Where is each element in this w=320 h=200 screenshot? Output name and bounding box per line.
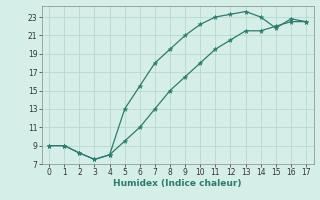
X-axis label: Humidex (Indice chaleur): Humidex (Indice chaleur) — [113, 179, 242, 188]
